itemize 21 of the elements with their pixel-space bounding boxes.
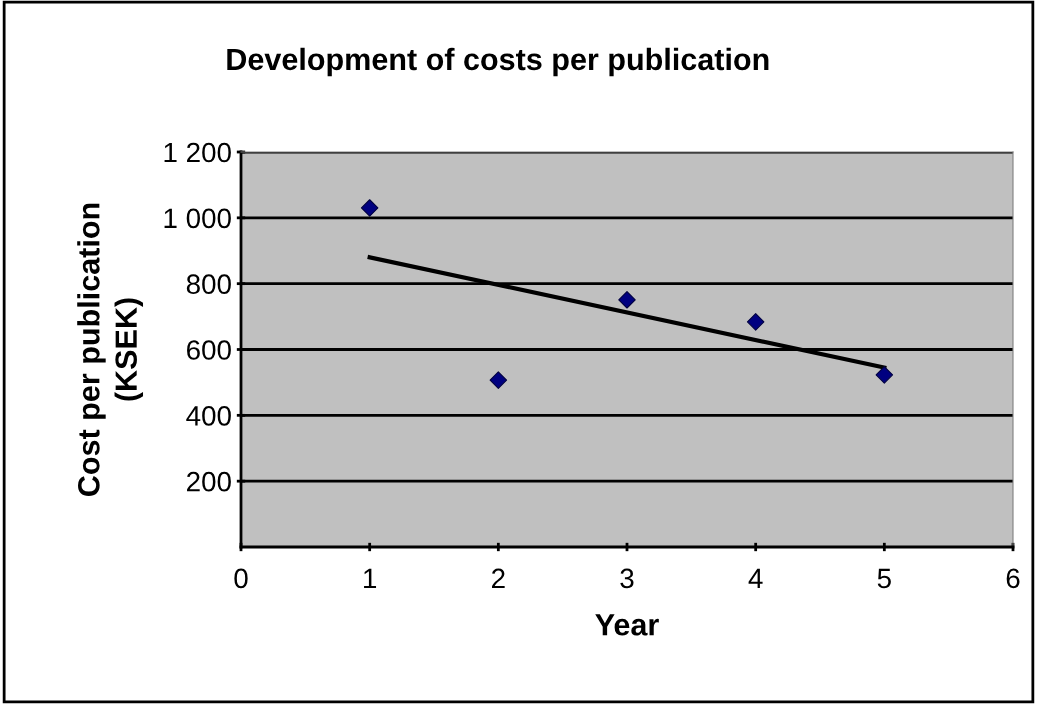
x-tick-label: 3 bbox=[620, 568, 634, 589]
point bbox=[489, 371, 508, 389]
x-tick-label: 5 bbox=[877, 568, 891, 589]
y-tick-label: 600 bbox=[187, 340, 231, 360]
x-tick-label: 2 bbox=[492, 568, 505, 588]
x-axis-title: Year bbox=[595, 614, 659, 636]
chart-title: Development of costs per publication bbox=[227, 47, 769, 77]
x-tick-label: 4 bbox=[748, 568, 763, 588]
point bbox=[360, 199, 379, 217]
y-tick-label: 800 bbox=[186, 274, 231, 295]
y-tick-label: 1 200 bbox=[164, 142, 231, 163]
y-tick-label: 200 bbox=[187, 471, 231, 492]
y-tick-label: 400 bbox=[186, 406, 231, 426]
point bbox=[875, 366, 894, 384]
x-tick-label: 6 bbox=[1006, 568, 1020, 589]
x-tick-label: 0 bbox=[234, 568, 248, 589]
point bbox=[618, 291, 636, 309]
point bbox=[746, 313, 765, 331]
y-tick-label: 1 000 bbox=[164, 208, 231, 229]
x-tick-label: 1 bbox=[364, 568, 377, 588]
y-axis-title: Cost per publication (KSEK) bbox=[77, 203, 144, 496]
